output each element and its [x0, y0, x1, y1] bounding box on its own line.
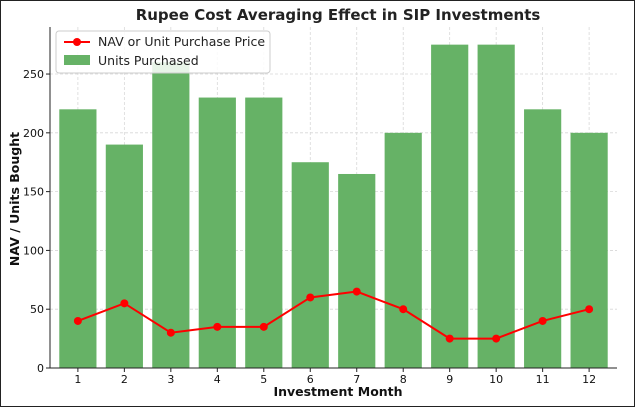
legend-label-nav: NAV or Unit Purchase Price: [98, 34, 265, 49]
bars: [59, 44, 608, 368]
x-tick-label: 5: [260, 373, 267, 386]
nav-point-month-6: [306, 293, 315, 302]
legend-bar-swatch: [64, 55, 90, 65]
nav-point-month-9: [445, 334, 454, 343]
bar-month-12: [570, 132, 608, 368]
bar-month-10: [477, 44, 515, 368]
bar-month-6: [291, 162, 329, 368]
nav-point-month-4: [213, 322, 222, 331]
x-tick-label: 4: [214, 373, 221, 386]
y-axis-label: NAV / Units Bought: [7, 132, 22, 266]
x-tick-label: 10: [489, 373, 503, 386]
x-tick-label: 2: [121, 373, 128, 386]
chart-title: Rupee Cost Averaging Effect in SIP Inves…: [136, 6, 541, 24]
nav-point-month-1: [73, 316, 82, 325]
bar-month-1: [59, 109, 97, 368]
bar-month-8: [384, 132, 422, 368]
x-tick-label: 9: [446, 373, 453, 386]
y-tick-label: 200: [23, 127, 44, 140]
bar-month-11: [524, 109, 562, 368]
nav-line: [73, 287, 594, 343]
y-tick-label: 150: [23, 186, 44, 199]
bar-month-2: [105, 144, 143, 368]
x-tick-label: 12: [582, 373, 596, 386]
x-tick-label: 6: [307, 373, 314, 386]
bar-month-7: [338, 173, 376, 368]
nav-point-month-2: [120, 299, 129, 308]
x-tick-label: 7: [353, 373, 360, 386]
bar-month-9: [431, 44, 469, 368]
nav-point-month-7: [352, 287, 361, 296]
nav-point-month-8: [399, 305, 408, 314]
bar-month-3: [152, 62, 190, 368]
x-tick-label: 8: [400, 373, 407, 386]
nav-line-path: [77, 290, 590, 340]
legend-box: [55, 30, 271, 74]
x-tick-label: 1: [74, 373, 81, 386]
legend-line-marker: [73, 38, 81, 46]
x-tick-label: 11: [536, 373, 550, 386]
y-tick-label: 0: [37, 362, 44, 375]
nav-point-month-11: [538, 316, 547, 325]
x-axis-label: Investment Month: [273, 384, 402, 399]
legend: NAV or Unit Purchase Price Units Purchase…: [55, 30, 271, 74]
legend-label-units: Units Purchased: [98, 53, 199, 68]
y-tick-label: 50: [30, 303, 44, 316]
nav-point-month-12: [585, 305, 594, 314]
nav-point-month-5: [259, 322, 268, 331]
y-tick-label: 250: [23, 68, 44, 81]
nav-point-month-3: [166, 328, 175, 337]
nav-point-month-10: [492, 334, 501, 343]
y-tick-label: 100: [23, 244, 44, 257]
x-tick-label: 3: [167, 373, 174, 386]
